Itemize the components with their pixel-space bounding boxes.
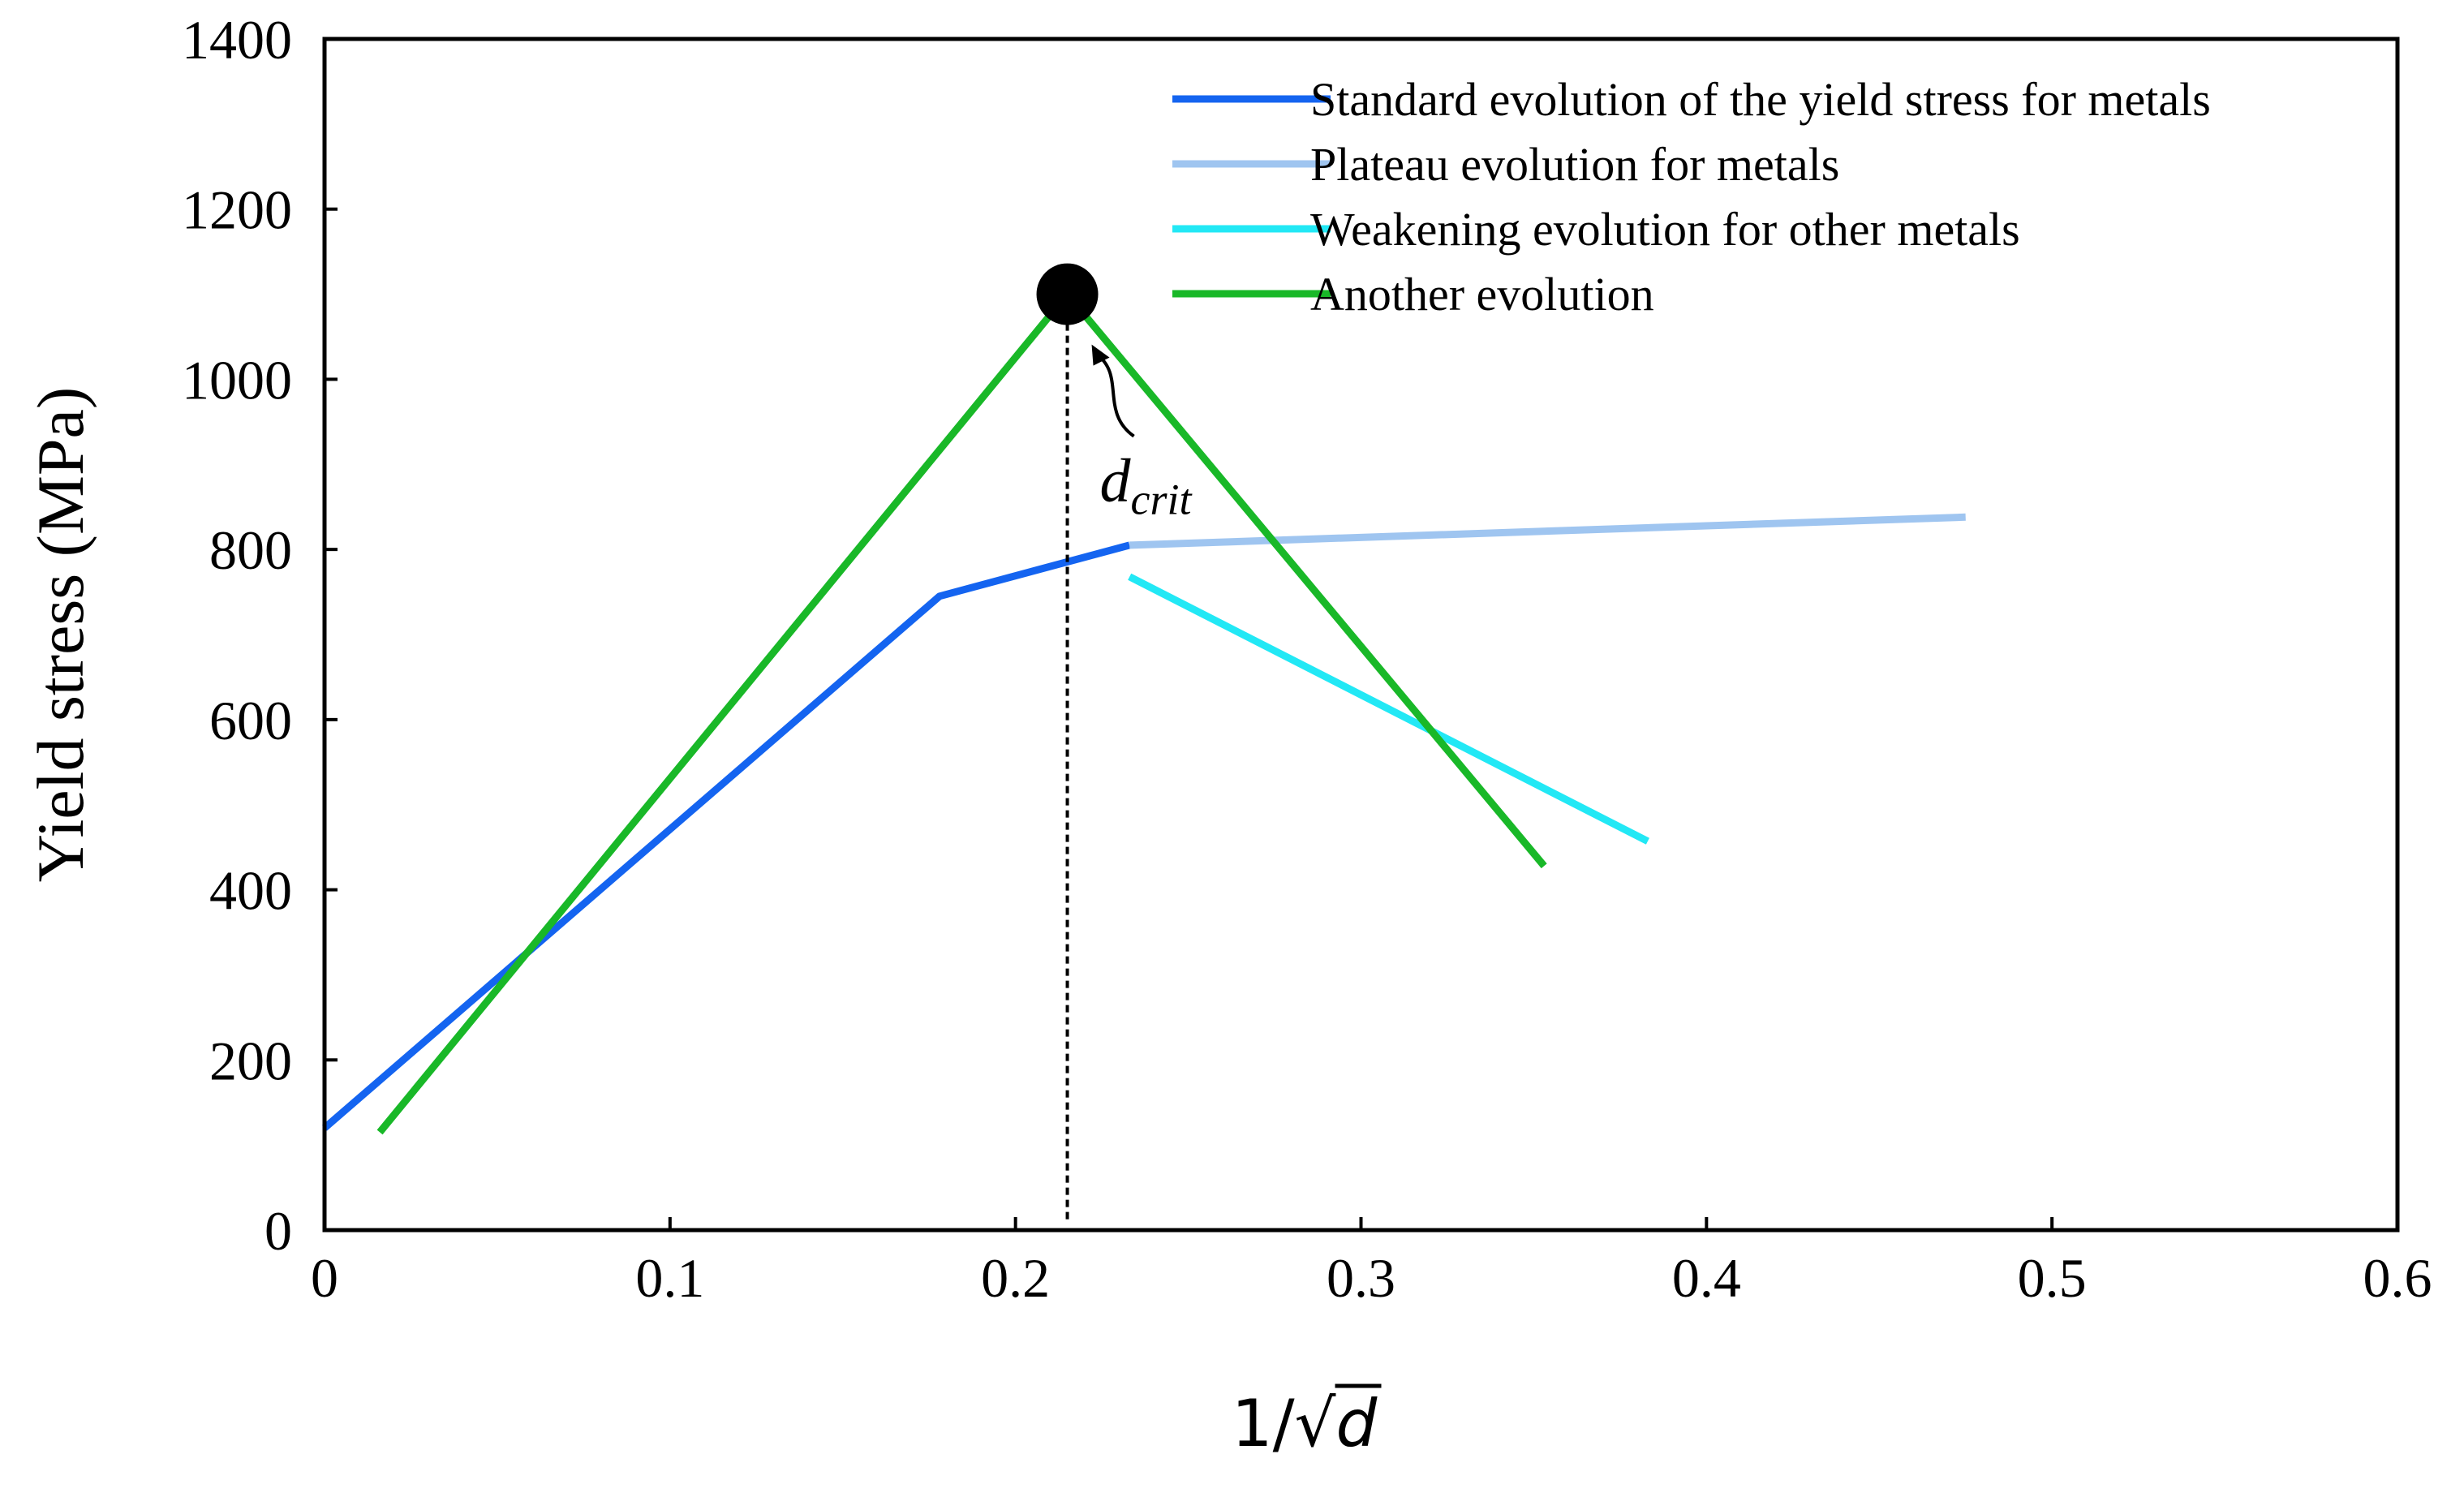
series-line-4 [376,290,1547,1135]
legend-label-2: Plateau evolution for metals [1310,138,1839,191]
x-tick-label: 0 [311,1247,338,1309]
x-axis-title-var: d [1336,1386,1378,1461]
crit-annotation-var: d [1100,447,1132,515]
crit-annotation-subscript: crit [1131,475,1193,524]
y-tick-label: 0 [264,1200,292,1262]
annotation-layer: dcrit [1036,263,1193,1220]
critical-point-marker [1036,263,1099,325]
series-layer [322,290,1966,1135]
x-tick-label: 0.1 [635,1247,704,1309]
x-tick-label: 0.6 [2363,1247,2432,1309]
y-axis-title: Yield stress (MPa) [24,387,97,882]
y-tick-label: 600 [209,690,292,751]
y-tick-label: 200 [209,1030,292,1091]
x-axis-title-prefix: 1/√ [1232,1386,1336,1461]
crit-arrowhead-icon [1091,344,1110,366]
y-tick-label: 1200 [182,179,292,241]
legend-label-3: Weakening evolution for other metals [1310,203,2020,256]
legend: Standard evolution of the yield stress f… [1172,73,2211,321]
y-tick-label: 1000 [182,349,292,411]
x-tick-label: 0.3 [1327,1247,1395,1309]
axis-ticks: 0 0.1 0.2 0.3 0.4 0.5 0.6 0 200 400 600 800 1000 1200… [182,9,2432,1309]
crit-annotation: dcrit [1100,447,1193,524]
series-line-1 [322,541,1131,1131]
x-tick-label: 0.4 [1672,1247,1741,1309]
y-tick-label: 400 [209,860,292,922]
crit-arrow-icon [1095,352,1135,438]
x-axis-title: 1/√d [1232,1386,1378,1461]
x-tick-label: 0.2 [981,1247,1050,1309]
y-tick-label: 1400 [182,9,292,71]
legend-label-4: Another evolution [1310,268,1654,321]
legend-label-1: Standard evolution of the yield stress f… [1310,73,2211,126]
series-line-3 [1128,573,1649,845]
y-tick-label: 800 [209,519,292,581]
x-tick-label: 0.5 [2018,1247,2087,1309]
